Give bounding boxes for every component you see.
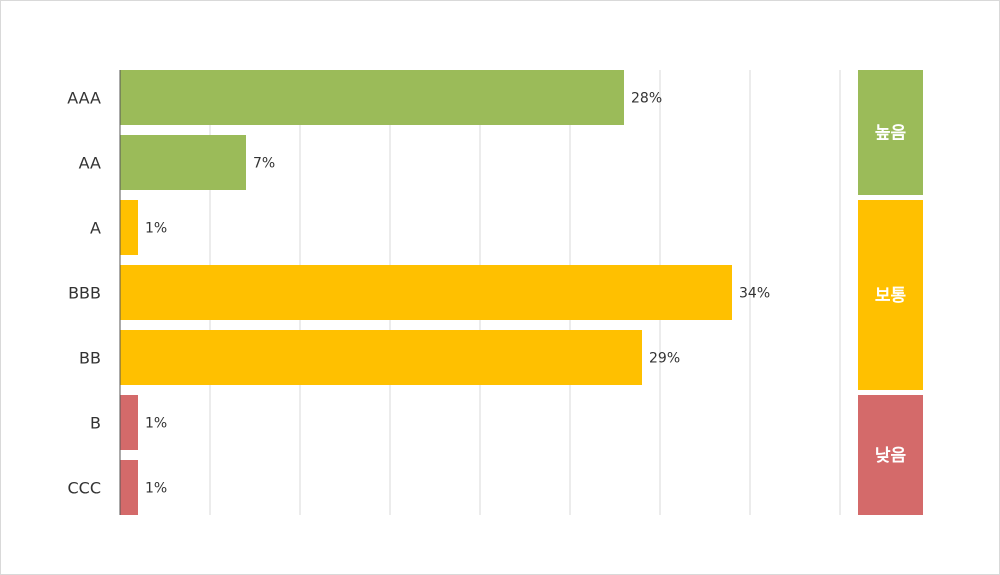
band-label: 낮음: [875, 446, 907, 466]
data-label: 28%: [631, 91, 662, 107]
category-label: CCC: [67, 479, 101, 498]
data-label: 1%: [145, 481, 167, 497]
data-label: 1%: [145, 221, 167, 237]
data-label: 7%: [253, 156, 275, 172]
band-label: 보통: [875, 286, 907, 306]
category-label: AA: [79, 154, 101, 173]
bar-bb: [120, 330, 642, 385]
band-label: 높음: [875, 124, 907, 144]
data-label: 1%: [145, 416, 167, 432]
bar-b: [120, 395, 138, 450]
category-label: A: [90, 219, 101, 238]
data-label: 29%: [649, 351, 680, 367]
category-label: B: [90, 414, 101, 433]
bar-a: [120, 200, 138, 255]
data-label: 34%: [739, 286, 770, 302]
bar-bbb: [120, 265, 732, 320]
category-label: BB: [79, 349, 101, 368]
bar-aaa: [120, 70, 624, 125]
band-보통: [858, 200, 923, 390]
category-label: AAA: [67, 89, 101, 108]
category-label: BBB: [68, 284, 101, 303]
band-높음: [858, 70, 923, 195]
bar-aa: [120, 135, 246, 190]
band-낮음: [858, 395, 923, 515]
bar-ccc: [120, 460, 138, 515]
